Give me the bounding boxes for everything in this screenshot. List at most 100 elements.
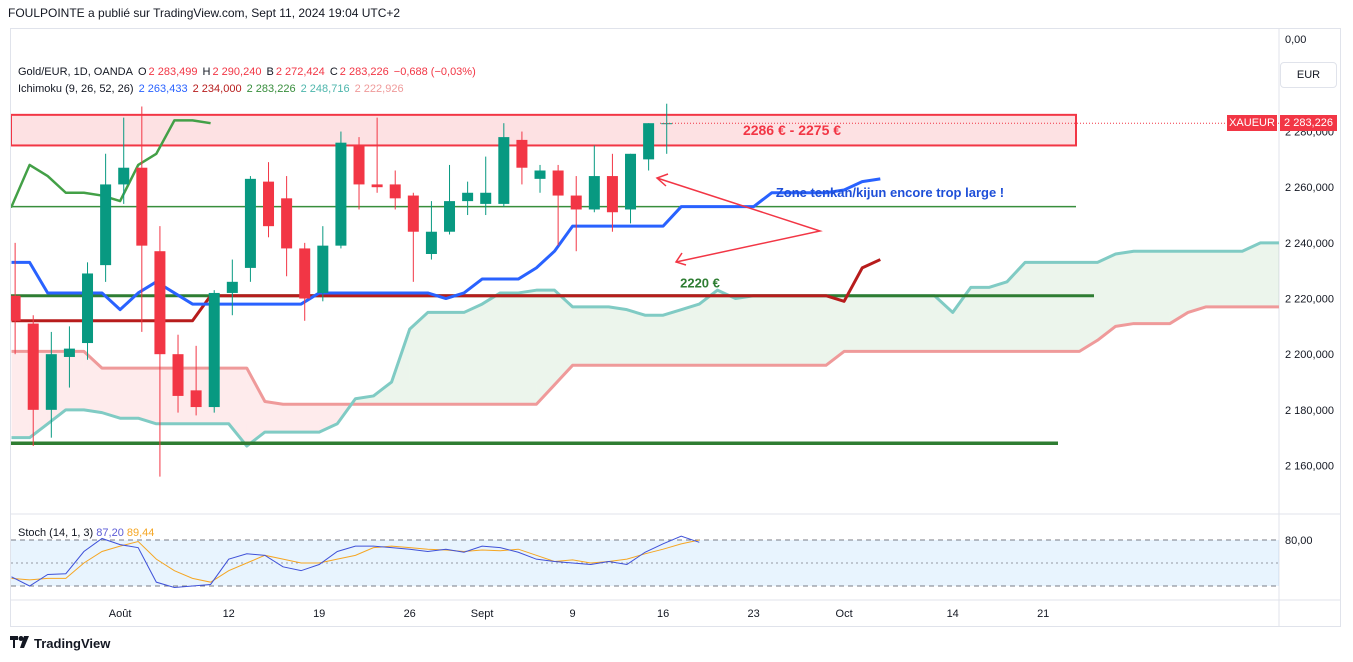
cloud-segment [373, 382, 392, 405]
currency-button[interactable]: EUR [1280, 62, 1337, 88]
x-tick-label: 12 [223, 608, 235, 620]
cloud-segment [1206, 251, 1225, 307]
cloud-segment [482, 292, 501, 405]
cloud-segment [554, 290, 573, 385]
top-axis-label: 0,00 [1285, 34, 1307, 46]
cloud-segment [735, 295, 754, 366]
cloud-segment [1224, 251, 1243, 307]
cloud-segment [1115, 251, 1134, 327]
zone-label: 2286 € - 2275 € [743, 122, 841, 138]
change-value: −0,688 (−0,03%) [393, 66, 476, 78]
symbol-name: Gold/EUR, 1D, OANDA [18, 66, 133, 78]
cloud-segment [717, 290, 736, 366]
candle-body [172, 354, 184, 396]
cloud-segment [283, 404, 302, 433]
candle-body [335, 142, 347, 246]
high-label: H [202, 66, 211, 78]
tradingview-logo-icon [10, 636, 30, 651]
candle-body [643, 123, 655, 160]
cloud-segment [645, 315, 664, 366]
cloud-segment [970, 287, 989, 352]
cloud-segment [844, 295, 863, 352]
cloud-segment [1043, 262, 1062, 352]
cloud-segment [663, 309, 682, 366]
candle-body [11, 295, 21, 321]
senkou-span-b-line [11, 305, 1279, 406]
candle-body [317, 245, 329, 293]
y-tick-label: 2 180,000 [1285, 405, 1334, 417]
cloud-segment [102, 368, 121, 419]
cloud-segment [1242, 242, 1261, 307]
cloud-segment [626, 309, 645, 366]
cloud-segment [65, 351, 84, 410]
close-value: 2 283,226 [339, 66, 389, 78]
stoch-label: Stoch (14, 1, 3) [18, 527, 94, 539]
candle-body [570, 195, 582, 210]
candle-body [63, 348, 75, 357]
ichimoku-label: Ichimoku (9, 26, 52, 26) [18, 83, 134, 95]
cloud-segment [771, 295, 790, 366]
candle-body [462, 192, 474, 202]
candle-body [588, 176, 600, 210]
footer-logo[interactable]: TradingView [10, 636, 110, 651]
last-price-tag: 2 283,226 [1280, 115, 1337, 131]
candle-body [625, 153, 637, 210]
cloud-segment [1025, 262, 1044, 352]
cloud-segment [753, 295, 772, 366]
candle-body [27, 323, 39, 410]
tradingview-brand: TradingView [34, 636, 111, 651]
cloud-segment [536, 290, 555, 405]
cloud-segment [464, 304, 483, 405]
cloud-segment [826, 295, 845, 366]
cloud-segment [246, 368, 265, 447]
ichimoku-tenkan-value: 2 263,433 [138, 83, 188, 95]
candle-body [154, 251, 166, 355]
ichimoku-spana-value: 2 248,716 [300, 83, 350, 95]
x-tick-label: Août [109, 608, 132, 620]
candle-body [136, 167, 148, 246]
symbol-price-tag: XAUEUR [1227, 115, 1277, 131]
cloud-segment [156, 368, 175, 424]
candle-body [534, 170, 546, 179]
open-label: O [137, 66, 147, 78]
cloud-segment [1007, 262, 1026, 352]
senkou-span-a-line [11, 241, 1279, 448]
cloud-segment [807, 295, 826, 366]
cloud-segment [1079, 262, 1098, 352]
x-tick-label: Oct [836, 608, 853, 620]
cloud-segment [1188, 251, 1207, 313]
cloud-segment [83, 351, 102, 413]
y-tick-label: 2 200,000 [1285, 349, 1334, 361]
resistance-zone [11, 113, 1077, 147]
candle-body [606, 176, 618, 213]
candle-body [516, 139, 528, 168]
candle-body [263, 181, 275, 227]
candle-body [389, 184, 401, 199]
cloud-segment [916, 295, 935, 352]
candle-body [45, 354, 57, 410]
x-tick-label: 26 [404, 608, 416, 620]
ichimoku-chikou-value: 2 283,226 [246, 83, 296, 95]
candle-body [552, 170, 564, 196]
y-tick-label: 2 220,000 [1285, 294, 1334, 306]
cloud-segment [409, 312, 428, 405]
cloud-segment [1333, 218, 1351, 307]
arrow-head-down [674, 252, 687, 266]
candle-body [100, 184, 112, 266]
arrow-head-up [655, 173, 669, 187]
stoch-k-value: 87,20 [96, 527, 124, 539]
chart-frame [10, 28, 1341, 627]
cloud-segment [880, 295, 899, 352]
cloud-segment [952, 287, 971, 352]
annotation-text: Zone tenkan/kijun encore trop large ! [776, 185, 1004, 200]
high-value: 2 290,240 [212, 66, 262, 78]
low-value: 2 272,424 [275, 66, 325, 78]
candle-body [208, 292, 220, 408]
candle-body [244, 178, 256, 268]
cloud-segment [1169, 251, 1188, 324]
cloud-segment [138, 368, 157, 424]
candle-body [118, 167, 130, 185]
candle-body [407, 195, 419, 232]
